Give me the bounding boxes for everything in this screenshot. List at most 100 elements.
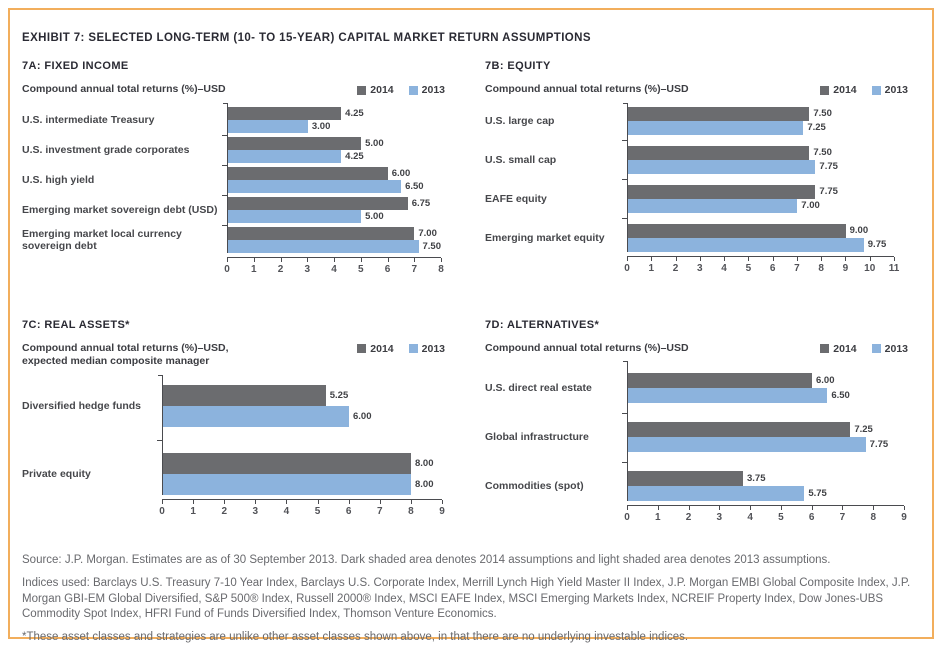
axis-tick (410, 499, 412, 504)
axis-tick-label: 6 (769, 262, 776, 274)
chart-area: Diversified hedge funds Private equity 5.… (22, 374, 445, 523)
bar-2014 (628, 223, 846, 238)
value-label: 7.25 (854, 424, 873, 436)
value-label: 6.50 (405, 180, 424, 192)
x-axis: 0 1 2 3 4 5 6 7 8 9 (624, 505, 907, 529)
bar-row: 3.75 (628, 471, 904, 487)
source-note: Source: J.P. Morgan. Estimates are as of… (22, 554, 831, 567)
axis-tick-label: 2 (672, 262, 679, 274)
panel-title: 7C: REAL ASSETS* (22, 318, 130, 331)
subtitle-row: Compound annual total returns (%)–USD, ex… (22, 342, 445, 369)
legend-swatch-2013-icon (408, 344, 418, 354)
axis-tick (307, 257, 309, 262)
legend-swatch-2014-icon (820, 344, 830, 354)
indices-note: Indices used: Barclays U.S. Treasury 7-1… (22, 577, 911, 620)
value-label: 6.00 (816, 375, 835, 387)
legend-label-2014: 2014 (833, 84, 857, 96)
legend-swatch-2014-icon (357, 344, 367, 354)
axis-tick-label: 0 (624, 512, 630, 524)
axis-tick (224, 499, 226, 504)
axis-tick-label: 2 (221, 505, 227, 517)
axis-tick-label: 4 (331, 263, 337, 275)
axis-tick-label: 1 (250, 263, 257, 275)
value-label: 6.75 (411, 197, 431, 209)
bar-2013 (163, 405, 349, 427)
axis-tick (750, 506, 752, 511)
axis-tick (441, 257, 442, 262)
category-label: Commodities (spot) (485, 480, 584, 493)
bar-row: 7.25 (628, 422, 904, 438)
plot-wrap: 4.25 3.00 5.00 4.25 6.00 6.50 6.75 5.00 7.00 7.50… (222, 102, 444, 281)
legend-label-2014: 2014 (370, 342, 394, 355)
axis-tick (688, 506, 690, 511)
legend-item-2013: 2013 (871, 343, 908, 355)
exhibit-title: EXHIBIT 7: SELECTED LONG-TERM (10- TO 15… (22, 32, 591, 44)
axis-tick (255, 499, 257, 504)
category-label: U.S. small cap (485, 153, 557, 166)
category-label: Emerging market sovereign debt (USD) (22, 203, 218, 216)
chart-area: U.S. direct real estate Global infrastruc… (485, 361, 908, 529)
bar-group: 7.75 7.00 (622, 179, 894, 213)
axis-title: Compound annual total returns (%)–USD (485, 83, 689, 97)
axis-tick-label: 9 (439, 505, 445, 517)
chart-grid: 7A: FIXED INCOME Compound annual total r… (22, 60, 920, 529)
bar-row: 8.00 (163, 473, 442, 495)
bar-row: 9.75 (628, 237, 894, 252)
plot-wrap: 5.25 6.00 8.00 8.00 0 1 2 3 4 5 6 7 8 9 (157, 374, 445, 523)
axis-tick-label: 10 (864, 262, 876, 274)
axis-tick-label: 7 (376, 505, 383, 517)
legend-label-2013: 2013 (421, 84, 445, 96)
axis-tick (675, 256, 677, 261)
panel-title: 7B: EQUITY (485, 60, 551, 72)
legend-item-2014: 2014 (820, 343, 857, 355)
value-label: 6.00 (353, 410, 372, 422)
axis-tick (627, 506, 628, 511)
value-label: 4.25 (345, 150, 364, 162)
bar-row: 7.50 (628, 106, 894, 121)
category-labels: Diversified hedge funds Private equity (22, 375, 162, 523)
panel-7d-alternatives: 7D: ALTERNATIVES* Compound annual total … (485, 319, 908, 530)
bar-2013 (228, 179, 402, 193)
axis-tick-label: 8 (870, 512, 876, 524)
axis-tick-label: 6 (384, 263, 391, 275)
axis-tick-label: 3 (304, 263, 311, 275)
axis-tick-label: 0 (159, 505, 165, 517)
axis-tick-label: 4 (721, 262, 727, 274)
axis-tick-label: 0 (224, 263, 230, 275)
axis-tick (379, 499, 381, 504)
axis-tick (317, 499, 319, 504)
axis-title: Compound annual total returns (%)–USD, ex… (22, 342, 229, 369)
bar-row: 5.75 (628, 486, 904, 502)
axis-tick (845, 256, 847, 261)
bar-row: 7.75 (628, 159, 894, 174)
footer: Source: J.P. Morgan. Estimates are as of… (22, 553, 920, 645)
axis-title-line: expected median composite manager (22, 355, 210, 368)
bar-row: 6.00 (163, 405, 442, 427)
axis-title-line: Compound annual total returns (%)–USD, (22, 341, 229, 354)
axis-tick (811, 506, 813, 511)
legend-label-2014: 2014 (370, 84, 394, 96)
axis-tick-label: 5 (778, 512, 784, 524)
chart-area: U.S. large cap U.S. small cap EAFE equity E… (485, 102, 908, 280)
bar-group: 6.00 6.50 (222, 164, 441, 193)
axis-tick-label: 3 (252, 505, 259, 517)
chart-area: U.S. intermediate Treasury U.S. investmen… (22, 102, 445, 281)
bar-2013 (628, 237, 864, 252)
axis-tick (869, 256, 871, 261)
axis-tick-label: 8 (438, 263, 444, 275)
axis-tick (748, 256, 750, 261)
subtitle-row: Compound annual total returns (%)–USD 20… (485, 342, 908, 356)
axis-tick (627, 256, 628, 261)
legend-swatch-2013-icon (871, 344, 881, 354)
axis-tick-label: 8 (408, 505, 414, 517)
category-label: Emerging market local currency sovereign… (22, 227, 182, 252)
subtitle-row: Compound annual total returns (%)–USD 20… (485, 83, 908, 97)
bar-group: 3.75 5.75 (622, 461, 904, 502)
axis-title: Compound annual total returns (%)–USD (485, 342, 689, 356)
axis-tick (657, 506, 659, 511)
axis-tick-label: 1 (648, 262, 655, 274)
legend-swatch-2013-icon (408, 85, 418, 95)
panel-title: 7D: ALTERNATIVES* (485, 318, 600, 331)
bar-group: 5.00 4.25 (222, 134, 441, 163)
axis-tick (842, 506, 844, 511)
